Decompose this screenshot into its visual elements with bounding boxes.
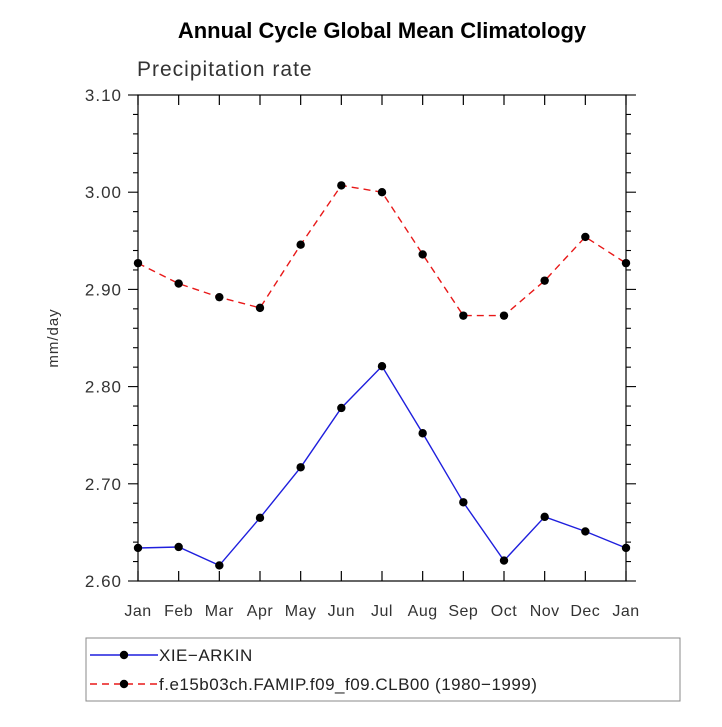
series-point [540,512,549,522]
y-tick-label: 2.60 [85,572,122,591]
legend-marker [119,650,129,660]
y-tick-label: 3.10 [85,86,122,105]
series-point [377,361,387,371]
x-tick-label: Feb [164,603,193,620]
x-tick-label: Jul [371,603,393,620]
series-point [337,403,346,413]
series-point [499,556,509,565]
series-point [337,181,346,190]
legend-box [85,637,681,702]
x-tick-label: Dec [570,603,600,620]
series-point [133,543,143,553]
series-point [215,561,224,570]
series-point [174,279,183,288]
series-point [418,429,427,438]
x-tick-label: Jun [328,603,355,620]
y-tick-label: 3.00 [85,183,122,202]
series-layer [133,181,631,570]
series-point [540,276,549,285]
y-tick-labels: 2.60 2.70 2.80 2.90 3.00 3.10 [85,86,122,591]
series-point [581,527,590,536]
y-tick-label: 2.80 [85,378,122,397]
series-point [255,513,265,523]
x-tick-label: Nov [530,603,560,620]
series-line [137,184,627,317]
series-point [418,250,427,259]
x-tick-label: Oct [491,603,517,620]
chart-subtitle: Precipitation rate [137,58,313,81]
series-point [377,188,387,197]
series-point [459,311,468,320]
series-point [215,292,224,302]
series-point [296,240,305,249]
series-point [296,463,305,472]
x-tick-label: Sep [448,603,478,620]
x-tick-label: Jan [124,603,151,620]
y-axis-label: mm/day [45,308,62,367]
y-tick-label: 2.70 [85,475,122,494]
series-line [137,365,627,567]
series-point [133,258,143,268]
legend-label: f.e15b03ch.FAMIP.f09_f09.CLB00 (1980−199… [159,675,537,694]
x-tick-label: Aug [408,603,438,620]
x-tick-label: Jan [612,603,639,620]
series-point [621,258,631,268]
chart-title: Annual Cycle Global Mean Climatology [178,18,587,43]
x-tick-label: Mar [205,603,234,620]
y-tick-label: 2.90 [85,280,122,299]
axis-ticks [128,94,636,582]
plot-frame [137,94,627,582]
legend-label: XIE−ARKIN [159,646,253,665]
series-point [499,311,509,320]
series-point [255,303,265,313]
x-tick-label: May [285,603,317,620]
series-point [174,542,183,552]
series-point [581,232,590,242]
legend: XIE−ARKIN f.e15b03ch.FAMIP.f09_f09.CLB00 … [85,637,681,702]
x-tick-label: Apr [247,603,274,620]
legend-marker [119,679,129,689]
series-point [621,543,631,553]
x-tick-labels: Jan Feb Mar Apr May Jun Jul Aug Sep Oct Nov Dec Jan [124,603,639,620]
series-point [459,498,468,507]
